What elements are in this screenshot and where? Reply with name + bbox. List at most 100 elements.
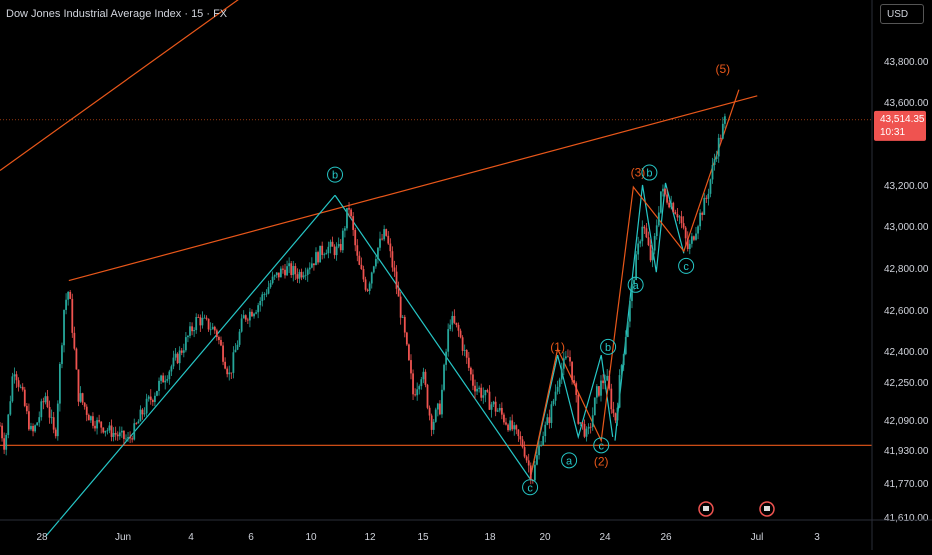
wave-label-(5): (5) bbox=[716, 62, 731, 76]
candle-body bbox=[488, 391, 491, 410]
candle-body bbox=[505, 422, 507, 425]
candle-body bbox=[234, 349, 237, 353]
candle-body bbox=[600, 380, 602, 396]
candle-body bbox=[176, 353, 179, 364]
time-axis[interactable]: 28 Jun 4 6 10 12 15 18 20 24 26 Jul 3 bbox=[0, 501, 932, 543]
wave-label-circle bbox=[561, 452, 578, 469]
candle-body bbox=[670, 202, 673, 208]
candle-body bbox=[215, 330, 218, 338]
candle-body bbox=[23, 389, 26, 406]
candle-body bbox=[275, 272, 278, 276]
candle-body bbox=[3, 438, 6, 450]
candle-body bbox=[73, 332, 76, 349]
candle-body bbox=[42, 401, 45, 403]
candle-body bbox=[598, 386, 600, 396]
candle-body bbox=[21, 386, 24, 390]
candle-body bbox=[503, 414, 505, 423]
candle-body bbox=[699, 212, 702, 227]
candle-body bbox=[500, 407, 503, 415]
candle-body bbox=[350, 209, 352, 217]
wave-up-line bbox=[45, 194, 336, 537]
time-tick-label: 6 bbox=[248, 532, 254, 543]
time-tick-label: 10 bbox=[305, 532, 317, 543]
candle-body bbox=[507, 424, 509, 431]
candle-body bbox=[608, 375, 611, 389]
wave-label-c: c bbox=[527, 482, 533, 494]
candle-body bbox=[548, 417, 551, 423]
candle-body bbox=[695, 233, 697, 240]
price-tick-label: 41,770.00 bbox=[884, 479, 929, 490]
candle-body bbox=[197, 317, 200, 318]
candle-body bbox=[606, 375, 609, 381]
candle-body bbox=[92, 416, 94, 426]
candle-body bbox=[620, 365, 623, 376]
wave-label-circle bbox=[641, 164, 658, 181]
candle-body bbox=[405, 332, 408, 345]
candle-body bbox=[180, 350, 183, 353]
candle-body bbox=[374, 259, 377, 267]
wave-label-circle bbox=[600, 338, 617, 355]
candle-body bbox=[389, 243, 392, 252]
candle-body bbox=[664, 188, 666, 195]
wave-label-circle bbox=[593, 437, 610, 454]
last-price-value: 43,514.35 bbox=[880, 114, 925, 125]
candle-body bbox=[325, 253, 328, 255]
candle-body bbox=[317, 252, 319, 263]
candle-body bbox=[302, 275, 305, 278]
price-tick-label: 42,600.00 bbox=[884, 306, 929, 317]
candle-body bbox=[77, 369, 80, 402]
candle-body bbox=[564, 356, 567, 359]
candle-body bbox=[236, 344, 239, 350]
candle-body bbox=[428, 407, 431, 416]
candle-body bbox=[719, 137, 722, 139]
candle-body bbox=[589, 426, 592, 428]
candle-body bbox=[536, 455, 538, 465]
candle-body bbox=[492, 401, 495, 405]
candle-body bbox=[602, 380, 604, 384]
drawing-lines bbox=[0, 0, 872, 537]
candle-body bbox=[469, 367, 472, 375]
candle-body bbox=[335, 246, 338, 256]
candles bbox=[0, 113, 726, 485]
candle-body bbox=[323, 254, 326, 256]
currency-button[interactable]: USD bbox=[880, 4, 924, 24]
candle-body bbox=[422, 371, 425, 380]
candle-body bbox=[277, 272, 280, 278]
candle-body bbox=[327, 246, 330, 254]
candle-body bbox=[546, 417, 549, 425]
candle-body bbox=[511, 420, 514, 430]
candle-body bbox=[457, 324, 460, 331]
candle-body bbox=[343, 228, 346, 231]
candle-body bbox=[294, 266, 297, 275]
candle-body bbox=[46, 396, 49, 407]
chart-title: Dow Jones Industrial Average Index · 15 … bbox=[6, 8, 228, 20]
candle-body bbox=[562, 358, 565, 369]
candle-body bbox=[182, 350, 185, 353]
candle-body bbox=[595, 386, 598, 398]
candle-body bbox=[420, 379, 423, 387]
candle-body bbox=[651, 250, 654, 261]
candle-body bbox=[71, 298, 74, 333]
wave-down-line bbox=[334, 194, 531, 480]
candle-body bbox=[120, 430, 123, 433]
candle-body bbox=[67, 291, 70, 300]
price-tick-label: 41,610.00 bbox=[884, 513, 929, 524]
candle-body bbox=[147, 396, 150, 399]
candle-body bbox=[15, 374, 18, 381]
candle-body bbox=[255, 312, 257, 314]
candle-body bbox=[593, 397, 596, 416]
candle-body bbox=[89, 416, 92, 421]
candle-body bbox=[44, 396, 47, 403]
candle-body bbox=[377, 247, 379, 260]
candle-body bbox=[145, 398, 148, 414]
candle-body bbox=[604, 380, 607, 384]
candle-body bbox=[141, 409, 144, 415]
candle-body bbox=[408, 344, 410, 361]
wave-label-c: c bbox=[683, 261, 689, 273]
candle-body bbox=[184, 337, 187, 351]
price-axis[interactable]: 43,800.00 43,600.00 43,200.00 43,000.00 42,8… bbox=[871, 0, 929, 550]
candle-body bbox=[38, 417, 41, 423]
candle-body bbox=[269, 283, 272, 288]
